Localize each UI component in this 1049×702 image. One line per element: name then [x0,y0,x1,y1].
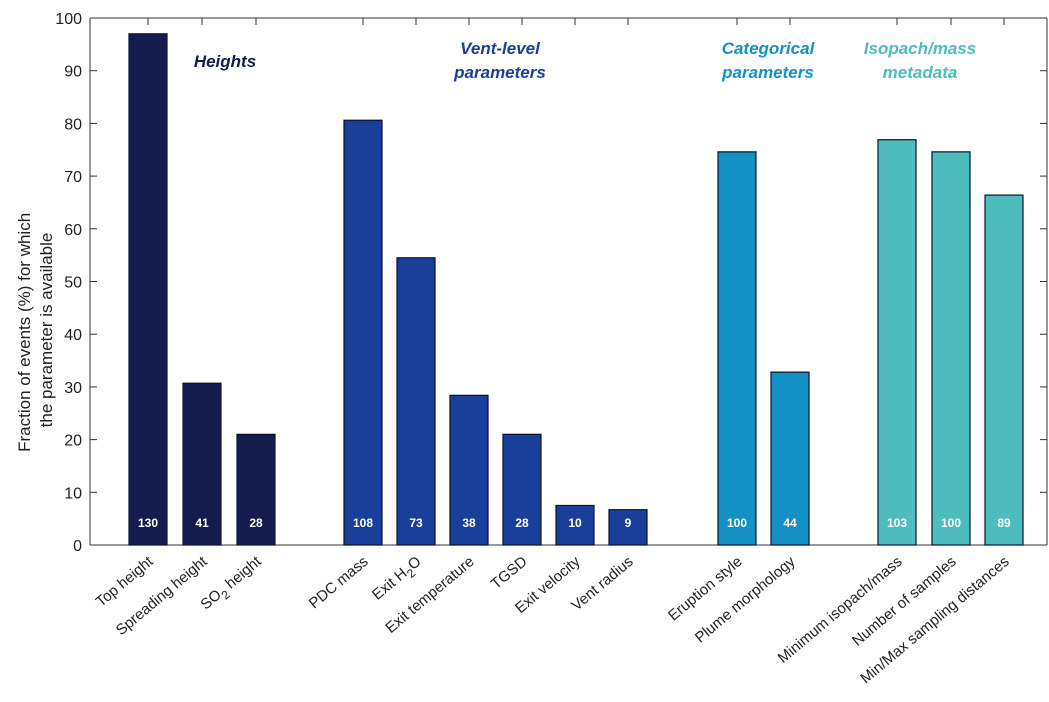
bar-count-label: 108 [353,516,373,530]
bar [931,151,971,546]
bars: 130 41 28 108 73 38 28 10 9 100 44 103 100 89 [128,33,1024,546]
y-axis-label-line-1: Fraction of events (%) for which [15,213,34,452]
x-tick-label: Plume morphology [692,553,799,647]
x-tick-label: TGSD [488,553,531,593]
bar-count-label: 28 [515,516,529,530]
y-tick-label: 10 [64,485,82,502]
x-tick-label: Exit temperature [382,553,477,637]
bar-count-label: 10 [568,516,582,530]
bar-count-label: 41 [195,516,209,530]
group-titles: Heights Vent-level parameters Categorical pa… [194,39,976,82]
bar [877,139,917,546]
bar [449,394,489,546]
bar [128,33,168,546]
bar-count-label: 130 [138,516,158,530]
y-tick-label: 0 [73,538,82,555]
group-title: Heights [194,52,256,71]
bar-count-label: 100 [941,516,961,530]
bar [396,257,436,546]
y-tick-label: 30 [64,380,82,397]
y-axis-label: Fraction of events (%) for which the par… [15,208,56,452]
x-tick-label: PDC mass [306,553,372,612]
bar-count-label: 9 [625,516,632,530]
group-title: Isopach/mass metadata [864,39,976,82]
x-tick-label: Spreading height [113,553,211,639]
bar-count-label: 73 [409,516,423,530]
bar-count-label: 103 [887,516,907,530]
group-title: Vent-level parameters [453,39,546,82]
bar-count-label: 89 [997,516,1011,530]
x-tick-label: SO2 height [197,553,267,617]
y-tick-label: 70 [64,169,82,186]
y-tick-label: 40 [64,327,82,344]
bar-count-label: 100 [727,516,747,530]
y-axis-label-line-2: the parameter is available [37,233,56,428]
bar [608,509,648,546]
bar [717,151,757,546]
y-tick-label: 20 [64,433,82,450]
y-tick-label: 90 [64,64,82,81]
group-title: Categorical parameters [721,39,815,82]
bar [236,433,276,546]
y-tick-label: 80 [64,116,82,133]
y-tick-label: 60 [64,222,82,239]
bar [343,119,383,546]
bar-count-label: 38 [462,516,476,530]
bar-count-label: 44 [783,516,797,530]
bar [502,433,542,546]
bar [984,194,1024,546]
bar [182,382,222,546]
y-tick-label: 50 [64,275,82,292]
bar-count-label: 28 [249,516,263,530]
bar [770,371,810,546]
bar [555,504,595,546]
y-tick-label: 100 [55,11,82,28]
